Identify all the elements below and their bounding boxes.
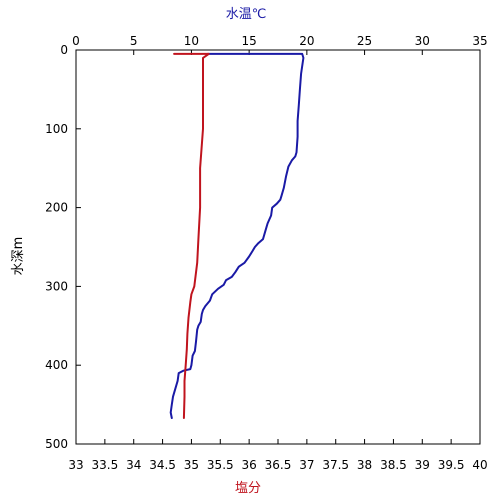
top-axis-ticks: 0 5 10 15 20 25 30 35 [72, 34, 488, 55]
bottom-tick-label: 39.5 [438, 458, 465, 472]
bottom-tick-label: 38 [357, 458, 372, 472]
top-tick-label: 0 [72, 34, 80, 48]
left-tick-label: 100 [45, 122, 68, 136]
salinity-series-line [173, 52, 210, 419]
left-tick-label: 500 [45, 437, 68, 451]
left-tick-label: 200 [45, 201, 68, 215]
bottom-axis-title: 塩分 [235, 481, 261, 496]
left-tick-label: 0 [60, 43, 68, 57]
bottom-tick-label: 39 [415, 458, 430, 472]
bottom-tick-label: 36.5 [265, 458, 292, 472]
top-tick-label: 15 [242, 34, 257, 48]
bottom-tick-label: 35 [184, 458, 199, 472]
top-tick-label: 25 [357, 34, 372, 48]
left-tick-label: 400 [45, 358, 68, 372]
bottom-tick-label: 37 [299, 458, 314, 472]
series-group [169, 52, 305, 419]
bottom-tick-label: 36 [242, 458, 257, 472]
bottom-tick-label: 33.5 [91, 458, 118, 472]
left-axis-title: 水深m [11, 237, 26, 276]
left-axis-ticks: 0 100 200 300 400 500 [45, 43, 81, 451]
top-axis-title: 水温℃ [226, 7, 267, 22]
left-tick-label: 300 [45, 279, 68, 293]
bottom-tick-label: 40 [472, 458, 487, 472]
bottom-tick-label: 35.5 [207, 458, 234, 472]
bottom-tick-label: 38.5 [380, 458, 407, 472]
top-tick-label: 30 [415, 34, 430, 48]
top-tick-label: 35 [472, 34, 487, 48]
bottom-tick-label: 37.5 [322, 458, 349, 472]
bottom-tick-label: 34 [126, 458, 141, 472]
top-tick-label: 20 [299, 34, 314, 48]
bottom-axis-ticks: 33 33.5 34 34.5 35 35.5 36 36.5 37 37.5 38 38.5 39 39… [68, 439, 488, 472]
temperature-series-line [169, 52, 305, 419]
plot-frame [75, 49, 481, 445]
top-tick-label: 5 [130, 34, 138, 48]
top-tick-label: 10 [184, 34, 199, 48]
bottom-tick-label: 33 [68, 458, 83, 472]
bottom-tick-label: 34.5 [149, 458, 176, 472]
